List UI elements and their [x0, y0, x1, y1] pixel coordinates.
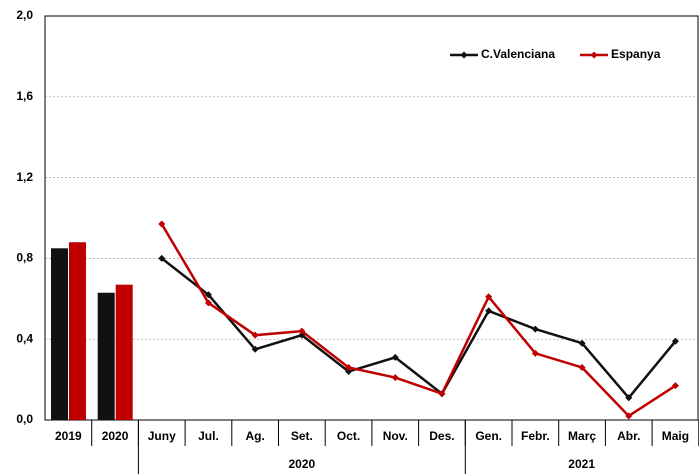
marker: [345, 363, 353, 371]
x-tick-label: Gen.: [475, 429, 502, 443]
line: [160, 257, 677, 400]
bar: [115, 284, 133, 420]
marker: [671, 337, 679, 345]
marker: [391, 353, 399, 361]
marker: [671, 382, 679, 390]
marker: [158, 254, 166, 262]
x-tick-label: Jul.: [198, 429, 219, 443]
group-label: 2020: [288, 457, 315, 471]
legend-label: C.Valenciana: [481, 47, 555, 61]
bar: [51, 248, 68, 420]
marker: [251, 345, 259, 353]
y-tick-label: 0,8: [16, 251, 33, 265]
x-tick-label: Des.: [429, 429, 454, 443]
x-tick-label: Set.: [291, 429, 313, 443]
legend-marker: [590, 51, 598, 59]
x-tick-label: Nov.: [383, 429, 408, 443]
x-tick-label: Març: [568, 429, 596, 443]
marker: [204, 291, 212, 299]
marker: [298, 327, 306, 335]
x-tick-label: 2020: [102, 429, 129, 443]
legend-label: Espanya: [611, 47, 661, 61]
marker: [438, 390, 446, 398]
line: [160, 223, 677, 418]
marker: [391, 374, 399, 382]
group-label: 2021: [568, 457, 595, 471]
marker: [531, 349, 539, 357]
plot-frame: [44, 15, 699, 421]
y-tick-label: 1,6: [16, 89, 33, 103]
marker: [531, 325, 539, 333]
marker: [578, 363, 586, 371]
y-tick-label: 2,0: [16, 8, 33, 22]
marker: [578, 339, 586, 347]
marker: [485, 307, 493, 315]
marker: [625, 394, 633, 402]
bar: [69, 242, 86, 420]
legend-marker: [460, 51, 468, 59]
y-tick-label: 1,2: [16, 170, 33, 184]
x-tick-label: Juny: [148, 429, 176, 443]
marker: [345, 368, 353, 376]
bar: [97, 292, 115, 420]
marker: [625, 412, 633, 420]
x-tick-label: 2019: [55, 429, 82, 443]
x-tick-label: Febr.: [521, 429, 550, 443]
x-tick-label: Abr.: [617, 429, 640, 443]
x-tick-label: Ag.: [245, 429, 264, 443]
marker: [251, 331, 259, 339]
marker: [485, 293, 493, 301]
marker: [158, 220, 166, 228]
y-tick-label: 0,4: [16, 331, 33, 345]
x-tick-label: Maig: [662, 429, 689, 443]
x-tick-label: Oct.: [337, 429, 360, 443]
y-tick-label: 0,0: [16, 412, 33, 426]
marker: [204, 299, 212, 307]
